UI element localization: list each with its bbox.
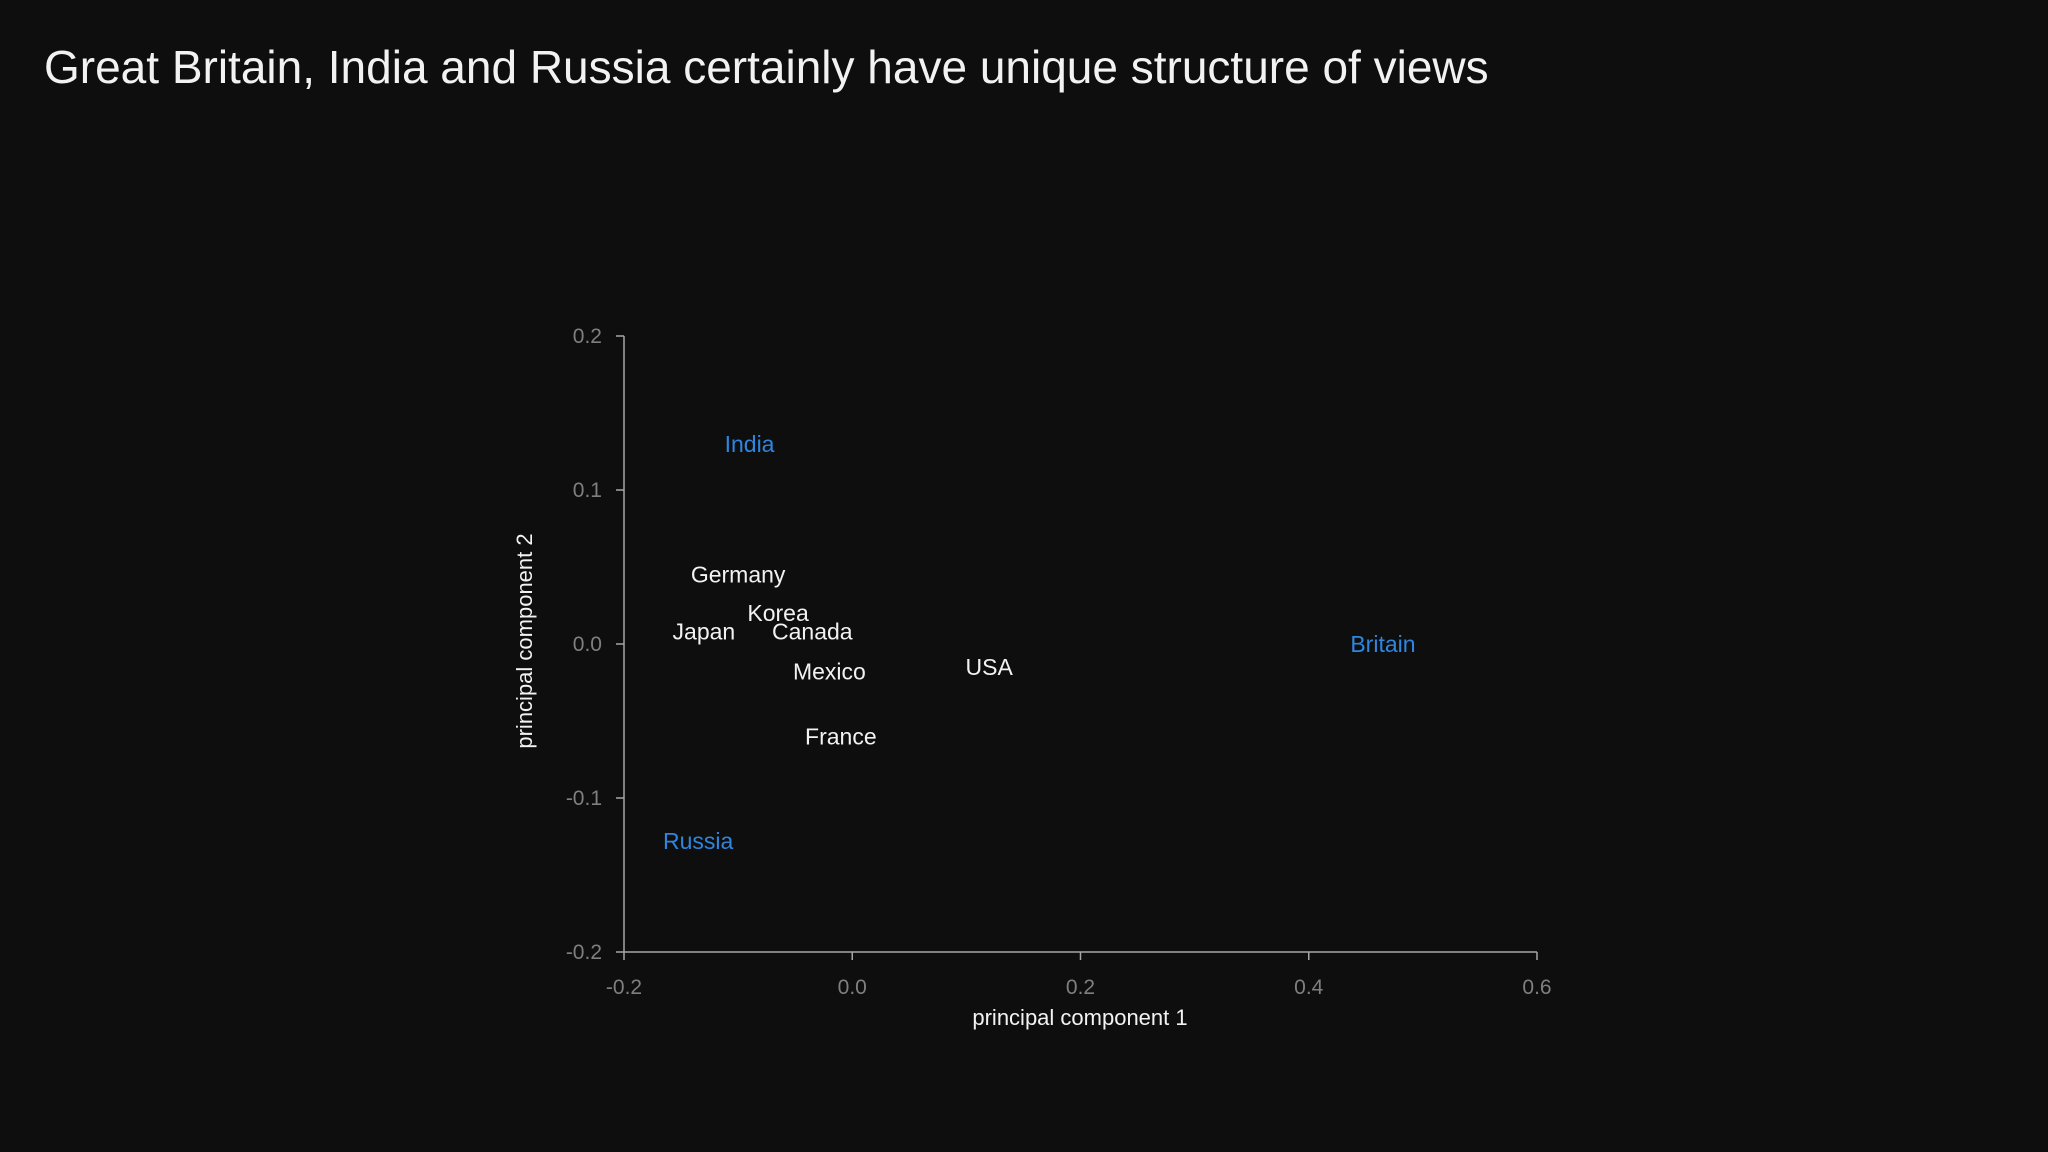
y-ticks: 0.2 0.1 0.0 -0.1 -0.2 [566,325,624,964]
x-tick-label: 0.0 [838,976,867,999]
point-label-usa: USA [966,654,1014,680]
y-tick-label: 0.2 [573,325,602,348]
y-tick-label: -0.1 [566,787,602,810]
point-label-britain: Britain [1350,631,1415,657]
x-tick-label: 0.6 [1522,976,1551,999]
point-label-russia: Russia [663,828,734,854]
point-label-canada: Canada [772,619,853,645]
point-label-mexico: Mexico [793,659,866,685]
x-tick-label: -0.2 [606,976,642,999]
data-points: India Germany Korea Japan Canada Mexico USA Fra… [663,431,1416,854]
x-axis-title: principal component 1 [972,1005,1187,1030]
y-tick-label: 0.0 [573,633,602,656]
slide-title: Great Britain, India and Russia certainl… [44,41,1489,93]
y-tick-label: 0.1 [573,479,602,502]
point-label-india: India [725,431,775,457]
x-tick-label: 0.4 [1294,976,1324,999]
x-ticks: -0.2 0.0 0.2 0.4 0.6 [606,952,1552,999]
y-axis-title: principal component 2 [512,533,537,748]
point-label-korea: Korea [747,600,809,626]
y-tick-label: -0.2 [566,941,602,964]
point-label-germany: Germany [691,562,786,588]
point-label-france: France [805,723,877,749]
point-label-japan: Japan [673,619,736,645]
x-tick-label: 0.2 [1066,976,1095,999]
